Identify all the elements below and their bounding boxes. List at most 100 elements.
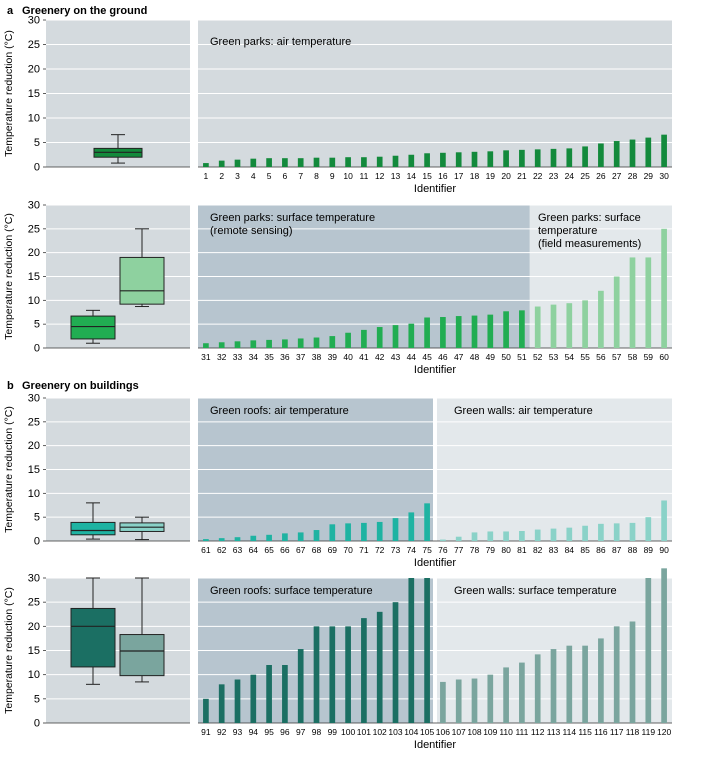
x-tick-label: 81 bbox=[517, 545, 527, 555]
x-tick-label: 72 bbox=[375, 545, 385, 555]
bar-82 bbox=[534, 529, 541, 541]
bar-72 bbox=[376, 521, 383, 541]
x-tick-label: 15 bbox=[422, 171, 432, 181]
bar-62 bbox=[218, 538, 225, 541]
x-tick-label: 42 bbox=[375, 352, 385, 362]
x-tick-label: 35 bbox=[264, 352, 274, 362]
bar-50 bbox=[503, 311, 509, 348]
bar-87 bbox=[613, 523, 620, 541]
bar-46 bbox=[440, 317, 446, 348]
bar-66 bbox=[282, 533, 288, 541]
bar-47 bbox=[455, 316, 462, 348]
panel-title: Green parks: air temperature bbox=[210, 36, 351, 48]
x-tick-label: 108 bbox=[467, 727, 481, 737]
bar-34 bbox=[250, 340, 257, 348]
x-tick-label: 60 bbox=[659, 352, 669, 362]
x-tick-label: 70 bbox=[343, 545, 353, 555]
x-tick-label: 100 bbox=[341, 727, 355, 737]
bar-114 bbox=[566, 645, 573, 723]
boxplot-box bbox=[70, 521, 116, 536]
y-tick-label: 10 bbox=[28, 295, 40, 307]
bar-90 bbox=[661, 500, 667, 541]
x-tick-label: 76 bbox=[438, 545, 448, 555]
y-tick-label: 10 bbox=[28, 669, 40, 681]
bar-69 bbox=[329, 524, 336, 541]
bar-33 bbox=[234, 341, 241, 348]
x-tick-label: 69 bbox=[328, 545, 338, 555]
x-tick-label: 104 bbox=[404, 727, 418, 737]
x-tick-label: 48 bbox=[470, 352, 480, 362]
x-tick-label: 63 bbox=[233, 545, 243, 555]
bar-55 bbox=[582, 300, 588, 348]
bar-16 bbox=[440, 152, 446, 167]
bar-98 bbox=[313, 626, 320, 723]
section-b-title: Greenery on buildings bbox=[22, 380, 139, 392]
x-tick-label: 8 bbox=[314, 171, 319, 181]
x-tick-label: 25 bbox=[580, 171, 590, 181]
bar-78 bbox=[471, 532, 478, 541]
bar-38 bbox=[313, 337, 320, 348]
y-tick-label: 20 bbox=[28, 621, 40, 633]
bar-7 bbox=[297, 158, 304, 167]
panel-title: Green walls: surface temperature bbox=[454, 585, 617, 597]
x-tick-label: 57 bbox=[612, 352, 622, 362]
y-tick-label: 30 bbox=[28, 573, 40, 585]
x-tick-label: 37 bbox=[296, 352, 306, 362]
x-tick-label: 73 bbox=[391, 545, 401, 555]
boxplot-box bbox=[70, 315, 116, 340]
x-tick-label: 80 bbox=[501, 545, 511, 555]
bar-49 bbox=[487, 314, 494, 348]
bar-105 bbox=[424, 578, 430, 723]
bar-58 bbox=[629, 257, 636, 348]
x-tick-label: 114 bbox=[563, 727, 577, 737]
x-tick-label: 116 bbox=[594, 727, 608, 737]
bar-25 bbox=[582, 146, 588, 167]
bar-29 bbox=[645, 137, 652, 167]
x-tick-label: 109 bbox=[483, 727, 497, 737]
bar-99 bbox=[329, 626, 336, 723]
section-a-letter: a bbox=[7, 5, 14, 17]
x-tick-label: 31 bbox=[201, 352, 211, 362]
x-axis-label: Identifier bbox=[414, 183, 457, 195]
bar-13 bbox=[392, 155, 399, 167]
y-tick-label: 5 bbox=[34, 137, 40, 149]
bar-27 bbox=[613, 141, 620, 167]
bar-37 bbox=[297, 338, 304, 348]
x-tick-label: 3 bbox=[235, 171, 240, 181]
x-axis-label: Identifier bbox=[414, 364, 457, 376]
bar-94 bbox=[250, 674, 257, 723]
bar-5 bbox=[266, 158, 272, 167]
x-tick-label: 18 bbox=[470, 171, 480, 181]
bar-68 bbox=[313, 530, 320, 541]
x-tick-label: 26 bbox=[596, 171, 606, 181]
bar-110 bbox=[503, 667, 509, 723]
panel-title: Green roofs: air temperature bbox=[210, 405, 349, 417]
panel-title: Green parks: surface temperature (remote … bbox=[210, 212, 375, 237]
bar-120 bbox=[661, 568, 667, 723]
x-tick-label: 118 bbox=[626, 727, 640, 737]
bar-57 bbox=[613, 276, 620, 348]
x-tick-label: 112 bbox=[531, 727, 545, 737]
x-tick-label: 50 bbox=[501, 352, 511, 362]
x-tick-label: 54 bbox=[565, 352, 575, 362]
bar-32 bbox=[218, 342, 225, 348]
bar-106 bbox=[440, 681, 446, 723]
y-tick-label: 25 bbox=[28, 416, 40, 428]
bar-52 bbox=[534, 306, 541, 348]
x-tick-label: 46 bbox=[438, 352, 448, 362]
x-tick-label: 55 bbox=[580, 352, 590, 362]
bar-102 bbox=[376, 611, 383, 723]
bar-109 bbox=[487, 674, 494, 723]
x-tick-label: 32 bbox=[217, 352, 227, 362]
bar-24 bbox=[566, 148, 573, 167]
bar-100 bbox=[345, 626, 351, 723]
x-tick-label: 4 bbox=[251, 171, 256, 181]
x-tick-label: 2 bbox=[219, 171, 224, 181]
x-tick-label: 29 bbox=[644, 171, 654, 181]
x-tick-label: 58 bbox=[628, 352, 638, 362]
panel-title: Green roofs: surface temperature bbox=[210, 585, 373, 597]
x-tick-label: 86 bbox=[596, 545, 606, 555]
x-tick-label: 103 bbox=[388, 727, 402, 737]
bar-45 bbox=[424, 317, 430, 348]
